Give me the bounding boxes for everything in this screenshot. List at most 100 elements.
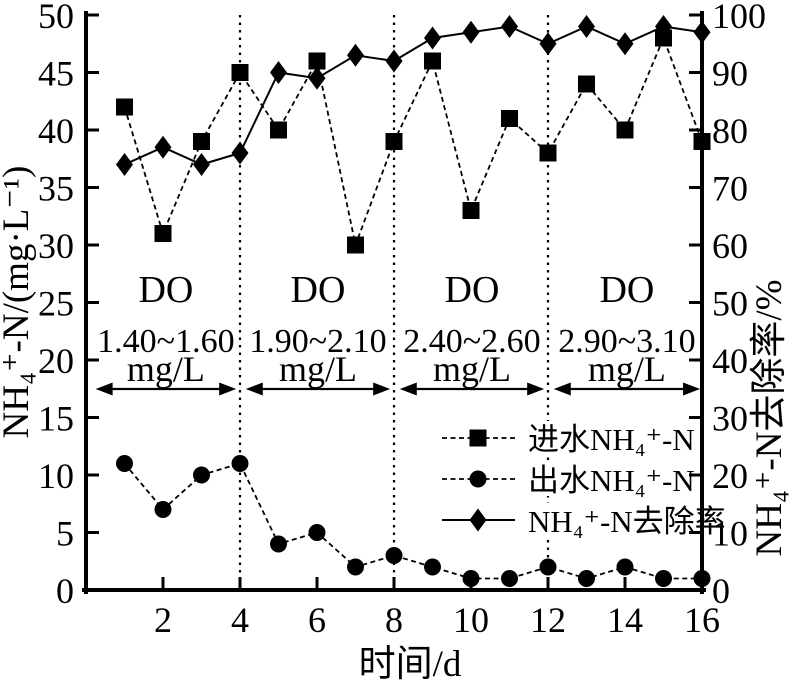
arrowhead-right xyxy=(683,382,701,396)
legend-circle-icon xyxy=(469,470,487,488)
data-point xyxy=(270,535,287,553)
data-point xyxy=(616,558,634,576)
data-point xyxy=(231,455,249,472)
do-label: DO xyxy=(291,269,346,311)
data-point xyxy=(231,64,249,81)
legend-row: 进水NH₄⁺-N xyxy=(436,421,698,457)
do-unit: mg/L xyxy=(279,349,357,389)
data-point xyxy=(616,121,634,139)
data-point xyxy=(501,110,518,127)
legend-row: 出水NH₄⁺-N xyxy=(436,462,698,498)
left-tick-label: 5 xyxy=(56,514,74,554)
data-point xyxy=(578,75,595,93)
left-tick-label: 20 xyxy=(38,341,74,381)
data-point xyxy=(424,52,441,70)
do-range: 2.90~3.10 xyxy=(558,323,695,360)
x-tick-label: 6 xyxy=(308,600,326,640)
legend-square-icon xyxy=(469,429,487,447)
do-range: 1.90~2.10 xyxy=(249,323,386,360)
left-axis-title: NH₄⁺-N/(mg·L⁻¹) xyxy=(0,166,37,439)
data-point xyxy=(501,15,518,38)
data-point xyxy=(462,20,480,44)
data-point xyxy=(154,501,172,518)
data-point xyxy=(347,236,364,254)
x-tick-label: 4 xyxy=(231,600,249,640)
data-point xyxy=(655,15,672,38)
x-tick-label: 10 xyxy=(453,600,489,640)
legend-row: NH₄⁺-N去除率 xyxy=(436,503,726,539)
right-tick-label: 60 xyxy=(712,226,748,266)
data-point xyxy=(385,49,403,73)
legend: 进水NH₄⁺-N 出水NH₄⁺-N NH₄⁺-N去除率 xyxy=(436,421,726,539)
data-point xyxy=(539,144,557,162)
arrowhead-left xyxy=(399,382,417,396)
right-tick-label: 70 xyxy=(712,169,748,209)
right-axis-title: NH₄⁺-N去除率/% xyxy=(748,279,790,556)
arrowhead-left xyxy=(95,382,113,396)
data-point xyxy=(193,153,210,176)
data-point xyxy=(154,135,172,159)
data-point xyxy=(462,202,480,219)
do-label: DO xyxy=(445,269,500,311)
data-point xyxy=(385,547,403,564)
left-tick-label: 25 xyxy=(38,284,74,324)
right-tick-label: 100 xyxy=(712,0,766,36)
left-tick-label: 45 xyxy=(38,54,74,94)
arrowhead-right xyxy=(373,382,391,396)
left-tick-label: 50 xyxy=(38,0,74,36)
data-point xyxy=(116,98,133,116)
data-point xyxy=(539,32,557,56)
right-tick-label: 90 xyxy=(712,54,748,94)
data-point xyxy=(347,43,364,67)
right-tick-label: 50 xyxy=(712,284,748,324)
right-tick-label: 10 xyxy=(712,514,748,554)
series-line xyxy=(124,25,703,166)
series-2 xyxy=(116,15,711,176)
data-point xyxy=(655,570,672,587)
data-point xyxy=(193,466,210,484)
x-tick-label: 14 xyxy=(607,600,643,640)
do-range: 1.40~1.60 xyxy=(97,323,234,360)
arrowhead-left xyxy=(245,382,263,396)
left-tick-label: 30 xyxy=(38,226,74,266)
data-point xyxy=(578,570,595,587)
left-tick-label: 35 xyxy=(38,169,74,209)
do-range: 2.40~2.60 xyxy=(403,323,540,360)
data-point xyxy=(270,121,287,139)
do-label: DO xyxy=(599,269,654,311)
data-point xyxy=(154,225,172,242)
right-tick-label: 20 xyxy=(712,456,748,496)
x-tick-label: 8 xyxy=(385,600,403,640)
legend-label: 进水NH₄⁺-N xyxy=(528,422,695,457)
series-0 xyxy=(116,29,711,254)
do-separators xyxy=(238,15,550,588)
data-point xyxy=(231,141,249,165)
series-line xyxy=(123,35,703,249)
left-tick-label: 15 xyxy=(38,399,74,439)
left-tick-label: 10 xyxy=(38,456,74,496)
right-tick-label: 40 xyxy=(712,341,748,381)
series-line xyxy=(123,462,702,580)
data-point xyxy=(424,26,441,50)
do-region-annotations: DO1.40~1.60mg/LDO1.90~2.10mg/LDO2.40~2.6… xyxy=(95,269,701,396)
data-point xyxy=(385,133,403,150)
data-point xyxy=(308,66,326,90)
data-point xyxy=(193,133,210,150)
do-unit: mg/L xyxy=(127,349,205,389)
right-tick-label: 0 xyxy=(712,571,730,611)
left-tick-label: 0 xyxy=(56,571,74,611)
axes: 0 5 10 15 20 25 30 35 40 45 50 0 10 20 30 40 50 60 70 80 90 1… xyxy=(38,0,766,640)
data-point xyxy=(539,558,557,576)
data-point xyxy=(501,570,518,587)
data-point xyxy=(116,455,133,472)
data-point xyxy=(578,15,595,38)
right-tick-label: 30 xyxy=(712,399,748,439)
do-unit: mg/L xyxy=(433,349,511,389)
x-tick-label: 16 xyxy=(684,600,720,640)
data-point xyxy=(616,32,634,56)
legend-label: 出水NH₄⁺-N xyxy=(528,463,695,498)
do-label: DO xyxy=(138,269,193,311)
data-point xyxy=(347,558,364,576)
